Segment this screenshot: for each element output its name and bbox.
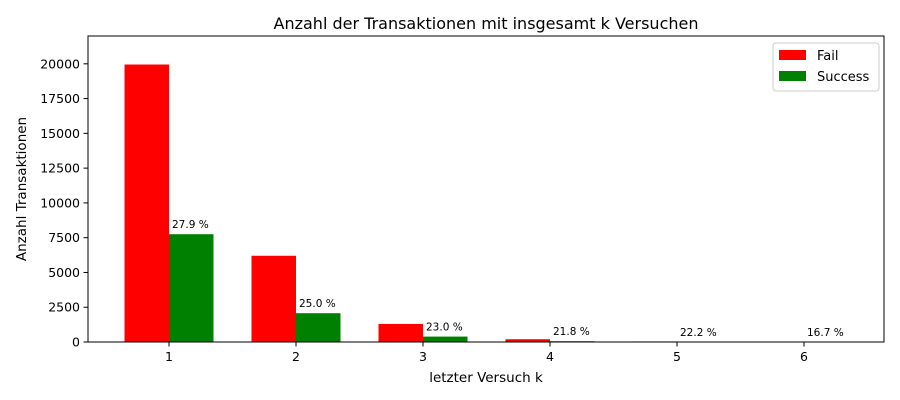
bar-fail-1 — [124, 64, 169, 342]
y-tick-label: 17500 — [40, 91, 80, 106]
y-axis: 0 2500 5000 7500 10000 12500 15000 17500 20000 — [40, 56, 88, 350]
success-rate-label: 22.2 % — [680, 327, 717, 339]
x-tick-label: 3 — [419, 349, 427, 364]
success-rate-label: 25.0 % — [299, 298, 336, 310]
bar-fail-4 — [505, 339, 550, 342]
bar-success-3 — [423, 336, 468, 342]
x-tick-label: 5 — [673, 349, 681, 364]
legend-swatch-fail — [779, 50, 806, 60]
bars-layer — [124, 64, 849, 342]
y-tick-label: 20000 — [40, 56, 80, 71]
chart-title: Anzahl der Transaktionen mit insgesamt k… — [274, 14, 699, 33]
x-tick-label: 1 — [165, 349, 173, 364]
legend-label-success: Success — [817, 70, 870, 85]
bar-fail-3 — [378, 323, 423, 342]
bar-success-1 — [169, 234, 214, 342]
success-rate-label: 16.7 % — [807, 327, 844, 339]
bar-fail-2 — [251, 255, 296, 342]
annotations-layer: 27.9 % 25.0 % 23.0 % 21.8 % 22.2 % 16.7 % — [172, 219, 844, 339]
y-axis-title: Anzahl Transaktionen — [14, 117, 30, 261]
y-tick-label: 5000 — [48, 265, 80, 280]
y-tick-label: 12500 — [40, 161, 80, 176]
y-tick-label: 2500 — [48, 300, 80, 315]
x-tick-label: 4 — [546, 349, 554, 364]
y-tick-label: 10000 — [40, 195, 80, 210]
legend-label-fail: Fail — [817, 49, 838, 64]
y-tick-label: 0 — [72, 335, 80, 350]
y-tick-label: 15000 — [40, 126, 80, 141]
plot-frame — [87, 35, 885, 343]
y-tick-label: 7500 — [48, 230, 80, 245]
success-rate-label: 27.9 % — [172, 219, 209, 231]
x-axis-title: letzter Versuch k — [429, 370, 543, 386]
x-tick-label: 2 — [292, 349, 300, 364]
x-tick-label: 6 — [800, 349, 808, 364]
bar-success-2 — [296, 313, 341, 342]
success-rate-label: 23.0 % — [426, 322, 463, 334]
legend: Fail Success — [772, 42, 880, 92]
legend-swatch-success — [779, 71, 806, 81]
x-axis: 1 2 3 4 5 6 — [165, 342, 808, 364]
success-rate-label: 21.8 % — [553, 326, 590, 338]
